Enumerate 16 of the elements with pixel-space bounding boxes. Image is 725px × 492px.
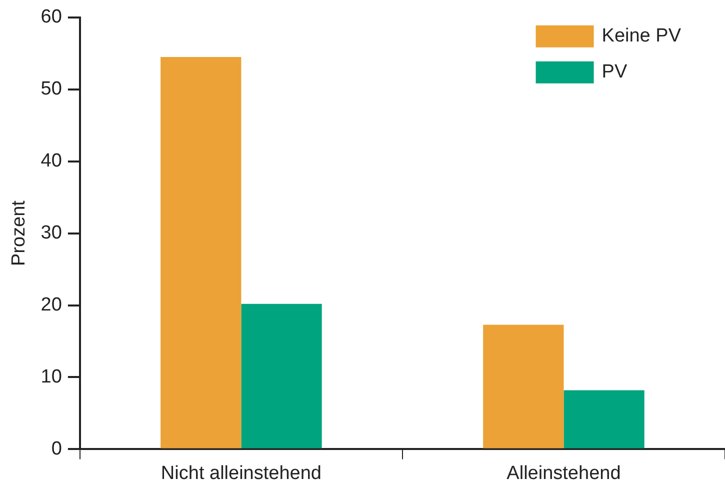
y-tick-label: 20 bbox=[40, 294, 62, 316]
y-axis-title: Prozent bbox=[8, 200, 30, 266]
bar bbox=[483, 324, 564, 448]
bar bbox=[241, 304, 322, 448]
x-tick-label: Alleinstehend bbox=[506, 462, 621, 484]
y-tick-label: 30 bbox=[40, 222, 62, 244]
y-tick-label: 40 bbox=[40, 150, 62, 172]
y-tick-label: 60 bbox=[40, 6, 62, 28]
bar bbox=[160, 56, 242, 448]
legend-label: PV bbox=[602, 62, 628, 83]
y-tick-label: 0 bbox=[51, 438, 62, 460]
y-tick-label: 50 bbox=[40, 78, 62, 100]
y-tick-label: 10 bbox=[40, 366, 62, 388]
x-tick-label: Nicht alleinstehend bbox=[160, 462, 322, 484]
bar bbox=[564, 390, 644, 448]
legend-label: Keine PV bbox=[602, 26, 682, 47]
